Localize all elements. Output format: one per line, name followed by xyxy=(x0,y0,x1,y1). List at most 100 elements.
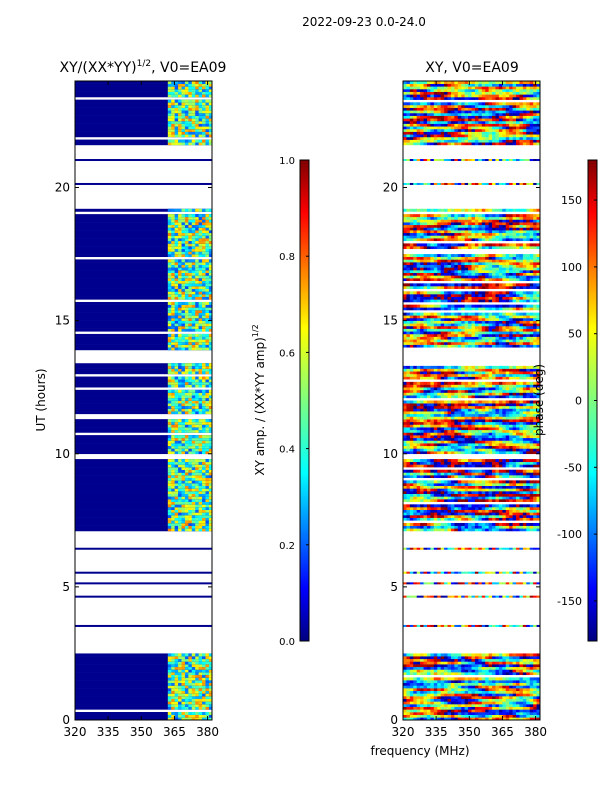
left-colorbar-tick-label: 0.0 xyxy=(279,637,295,648)
heat-cell xyxy=(409,696,414,699)
heat-cell xyxy=(171,656,175,660)
heat-cell xyxy=(403,488,407,492)
heat-cell xyxy=(167,672,172,676)
heat-cell xyxy=(403,405,407,409)
heat-cell xyxy=(488,493,493,497)
heat-cell xyxy=(174,514,179,518)
heat-cell xyxy=(440,525,445,529)
heat-cell xyxy=(198,379,203,383)
heat-cell xyxy=(533,464,537,468)
heat-cell xyxy=(461,443,465,447)
heat-cell xyxy=(444,411,448,415)
heat-cell xyxy=(184,435,189,439)
heat-cell xyxy=(516,664,520,668)
heat-cell xyxy=(440,408,445,412)
heat-cell xyxy=(188,262,193,266)
heat-cell xyxy=(167,278,172,281)
heat-cell xyxy=(498,440,503,444)
heat-cell xyxy=(444,443,448,447)
heat-cell xyxy=(171,421,175,425)
heat-cell xyxy=(191,126,196,130)
heat-cell xyxy=(174,419,179,423)
heat-cell xyxy=(512,701,517,705)
heat-cell xyxy=(423,424,428,428)
heat-cell xyxy=(430,480,435,484)
heat-cell xyxy=(205,254,210,258)
heat-cell xyxy=(450,514,455,518)
heat-cell xyxy=(488,656,493,660)
heat-cell xyxy=(437,528,441,532)
heat-cell xyxy=(464,672,469,676)
heat-cell xyxy=(195,347,199,351)
heat-cell xyxy=(181,291,186,295)
heat-cell xyxy=(433,664,438,668)
heat-cell xyxy=(413,440,417,444)
heat-cell xyxy=(188,301,193,305)
heat-cell xyxy=(208,451,212,455)
heat-cell xyxy=(416,517,421,521)
heat-cell xyxy=(474,427,479,431)
heat-cell xyxy=(178,653,182,657)
heat-cell xyxy=(519,693,524,697)
heat-cell xyxy=(437,658,441,662)
heat-cell xyxy=(205,368,210,372)
heat-cell xyxy=(522,493,527,497)
heat-cell xyxy=(426,435,431,439)
heat-cell xyxy=(433,709,438,713)
heat-cell xyxy=(178,384,182,388)
heat-cell xyxy=(184,81,189,84)
heat-cell xyxy=(516,480,520,484)
heat-cell xyxy=(437,677,441,681)
heat-cell xyxy=(447,514,452,518)
heat-cell xyxy=(516,451,520,455)
heat-cell xyxy=(533,522,537,526)
heat-cell xyxy=(450,400,455,404)
heat-cell xyxy=(498,488,503,492)
heat-cell xyxy=(533,419,537,423)
heat-cell xyxy=(205,91,210,95)
heat-cell xyxy=(416,507,421,510)
heat-cell xyxy=(447,461,452,465)
heat-cell xyxy=(433,445,438,449)
heat-cell xyxy=(433,443,438,447)
heat-cell xyxy=(205,528,210,532)
heat-cell xyxy=(450,443,455,447)
heat-cell xyxy=(75,672,212,676)
heat-cell xyxy=(474,435,479,439)
heat-cell xyxy=(512,514,517,518)
heat-cell xyxy=(75,459,212,463)
heat-cell xyxy=(464,429,469,433)
heat-cell xyxy=(478,461,483,465)
heat-cell xyxy=(454,435,459,439)
heat-cell xyxy=(420,472,424,476)
heat-cell xyxy=(471,424,476,428)
heat-cell xyxy=(167,227,172,231)
heat-cell xyxy=(406,480,411,484)
heat-cell xyxy=(526,517,531,521)
heat-cell xyxy=(184,107,189,111)
heat-cell xyxy=(195,704,199,707)
heat-cell xyxy=(519,677,524,681)
heat-cell xyxy=(195,514,199,518)
heat-cell xyxy=(174,493,179,497)
heat-cell xyxy=(492,411,496,415)
heat-cell xyxy=(522,437,527,441)
heat-cell xyxy=(488,704,493,707)
heat-cell xyxy=(406,706,411,710)
heat-cell xyxy=(208,288,212,292)
heat-cell xyxy=(498,512,503,516)
heat-cell xyxy=(519,704,524,707)
heat-cell xyxy=(205,83,210,87)
heat-cell xyxy=(198,230,203,234)
heat-cell xyxy=(420,661,424,665)
heat-cell xyxy=(529,661,534,665)
heat-cell xyxy=(198,278,203,281)
heat-cell xyxy=(488,682,493,686)
heat-cell xyxy=(468,661,472,665)
heat-cell xyxy=(208,280,212,284)
heat-cell xyxy=(205,243,210,247)
heat-cell xyxy=(505,690,510,694)
heat-cell xyxy=(202,701,206,705)
heat-cell xyxy=(191,403,196,407)
heat-cell xyxy=(495,395,500,399)
